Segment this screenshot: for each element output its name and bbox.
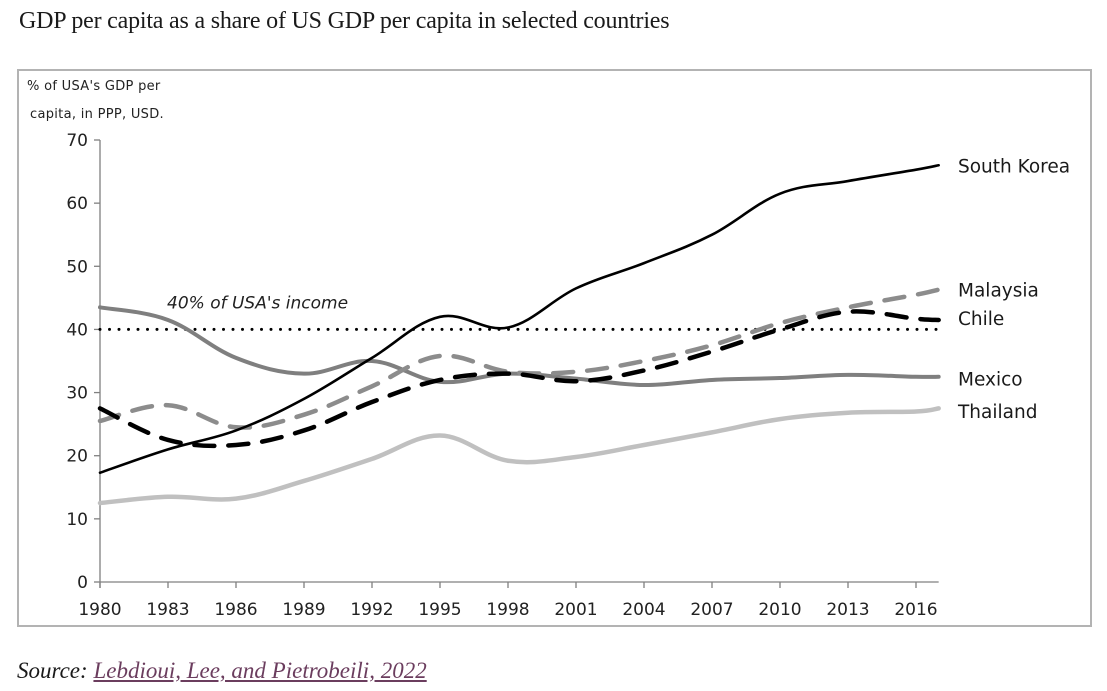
x-tick-label: 1986 — [214, 600, 257, 620]
x-tick-label: 2013 — [826, 600, 869, 620]
y-tick-label: 70 — [66, 131, 88, 151]
y-tick-label: 20 — [66, 447, 88, 467]
x-tick-label: 1992 — [350, 600, 393, 620]
series-line-south-korea — [98, 163, 940, 475]
axes: 0 10 20 30 40 50 60 70 1980 1983 1986 1989 1992 1995 1… — [66, 131, 939, 620]
x-tick-label: 2007 — [690, 600, 733, 620]
y-tick-label: 50 — [66, 257, 88, 277]
series-line-chile — [97, 309, 941, 449]
y-tick-label: 0 — [77, 573, 88, 593]
page-title: GDP per capita as a share of US GDP per … — [19, 8, 670, 34]
x-tick-label: 2016 — [894, 600, 937, 620]
series-label-mexico: Mexico — [958, 370, 1023, 391]
series-line-thailand — [97, 406, 941, 506]
reference-line-label: 40% of USA's income — [167, 293, 348, 313]
series-label-chile: Chile — [958, 309, 1004, 330]
y-tick-label: 10 — [66, 510, 88, 530]
source-prefix: Source: — [17, 658, 88, 683]
x-tick-label: 1995 — [418, 600, 461, 620]
y-axis-label-line-2: capita, in PPP, USD. — [30, 107, 164, 122]
x-tick-label: 1998 — [486, 600, 529, 620]
x-tick-label: 1980 — [78, 600, 121, 620]
y-axis-label-line-1: % of USA's GDP per — [27, 79, 161, 94]
chart-frame — [17, 69, 1092, 627]
y-tick-label: 60 — [66, 194, 88, 214]
series-label-malaysia: Malaysia — [958, 281, 1039, 302]
x-tick-label: 1983 — [146, 600, 189, 620]
series-group — [97, 163, 941, 506]
x-tick-label: 1989 — [282, 600, 325, 620]
x-tick-label: 2004 — [622, 600, 665, 620]
x-tick-label: 2001 — [554, 600, 597, 620]
x-tick-label: 2010 — [758, 600, 801, 620]
y-tick-label: 30 — [66, 384, 88, 404]
source-link[interactable]: Lebdioui, Lee, and Pietrobeili, 2022 — [93, 658, 427, 683]
reference-line-group: 40% of USA's income — [98, 293, 941, 331]
y-tick-label: 40 — [66, 320, 88, 340]
series-label-south-korea: South Korea — [958, 156, 1070, 177]
series-label-thailand: Thailand — [957, 402, 1037, 423]
source-citation: Source: Lebdioui, Lee, and Pietrobeili, … — [17, 658, 427, 684]
series-labels-group: South Korea Malaysia Chile Mexico Thailand — [957, 156, 1070, 423]
